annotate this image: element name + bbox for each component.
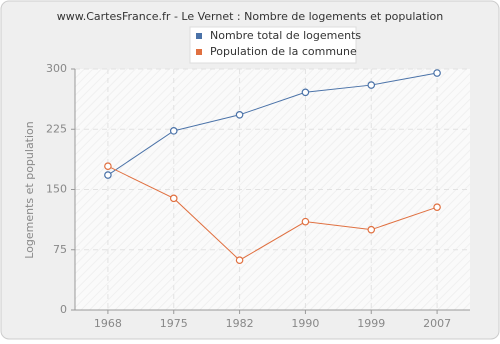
y-tick-label: 225 [46,122,67,135]
data-point [169,194,178,203]
x-tick-label: 1999 [357,317,385,330]
series-line [107,165,438,261]
legend-swatch [196,49,202,55]
y-tick-label: 300 [46,62,67,75]
data-point [235,110,244,119]
x-tick-label: 1990 [291,317,319,330]
legend-label: Nombre total de logements [210,29,361,42]
data-point [367,225,376,234]
y-tick-label: 150 [46,183,67,196]
x-tick-label: 1982 [226,317,254,330]
data-point [169,127,178,135]
data-point [104,162,112,171]
series-line [107,72,438,176]
data-point [433,203,441,211]
data-point [301,217,310,226]
y-tick-label: 75 [53,243,67,256]
data-point [367,81,376,89]
data-point [235,256,244,264]
x-tick-label: 1968 [94,317,122,330]
data-point [104,171,112,179]
legend-swatch [196,33,202,39]
y-axis-label: Logements et population [23,121,36,259]
y-tick-label: 0 [60,303,67,316]
legend-box [189,26,357,64]
data-point [433,69,441,77]
x-tick-label: 2007 [423,317,451,330]
data-point [301,88,310,97]
legend-label: Population de la commune [210,45,357,58]
x-tick-label: 1975 [160,317,188,330]
chart-title: www.CartesFrance.fr - Le Vernet : Nombre… [57,10,444,23]
